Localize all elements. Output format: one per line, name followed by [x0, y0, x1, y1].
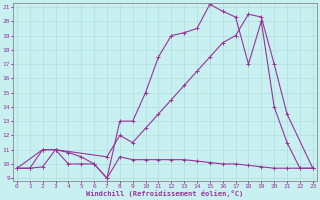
X-axis label: Windchill (Refroidissement éolien,°C): Windchill (Refroidissement éolien,°C) [86, 190, 244, 197]
